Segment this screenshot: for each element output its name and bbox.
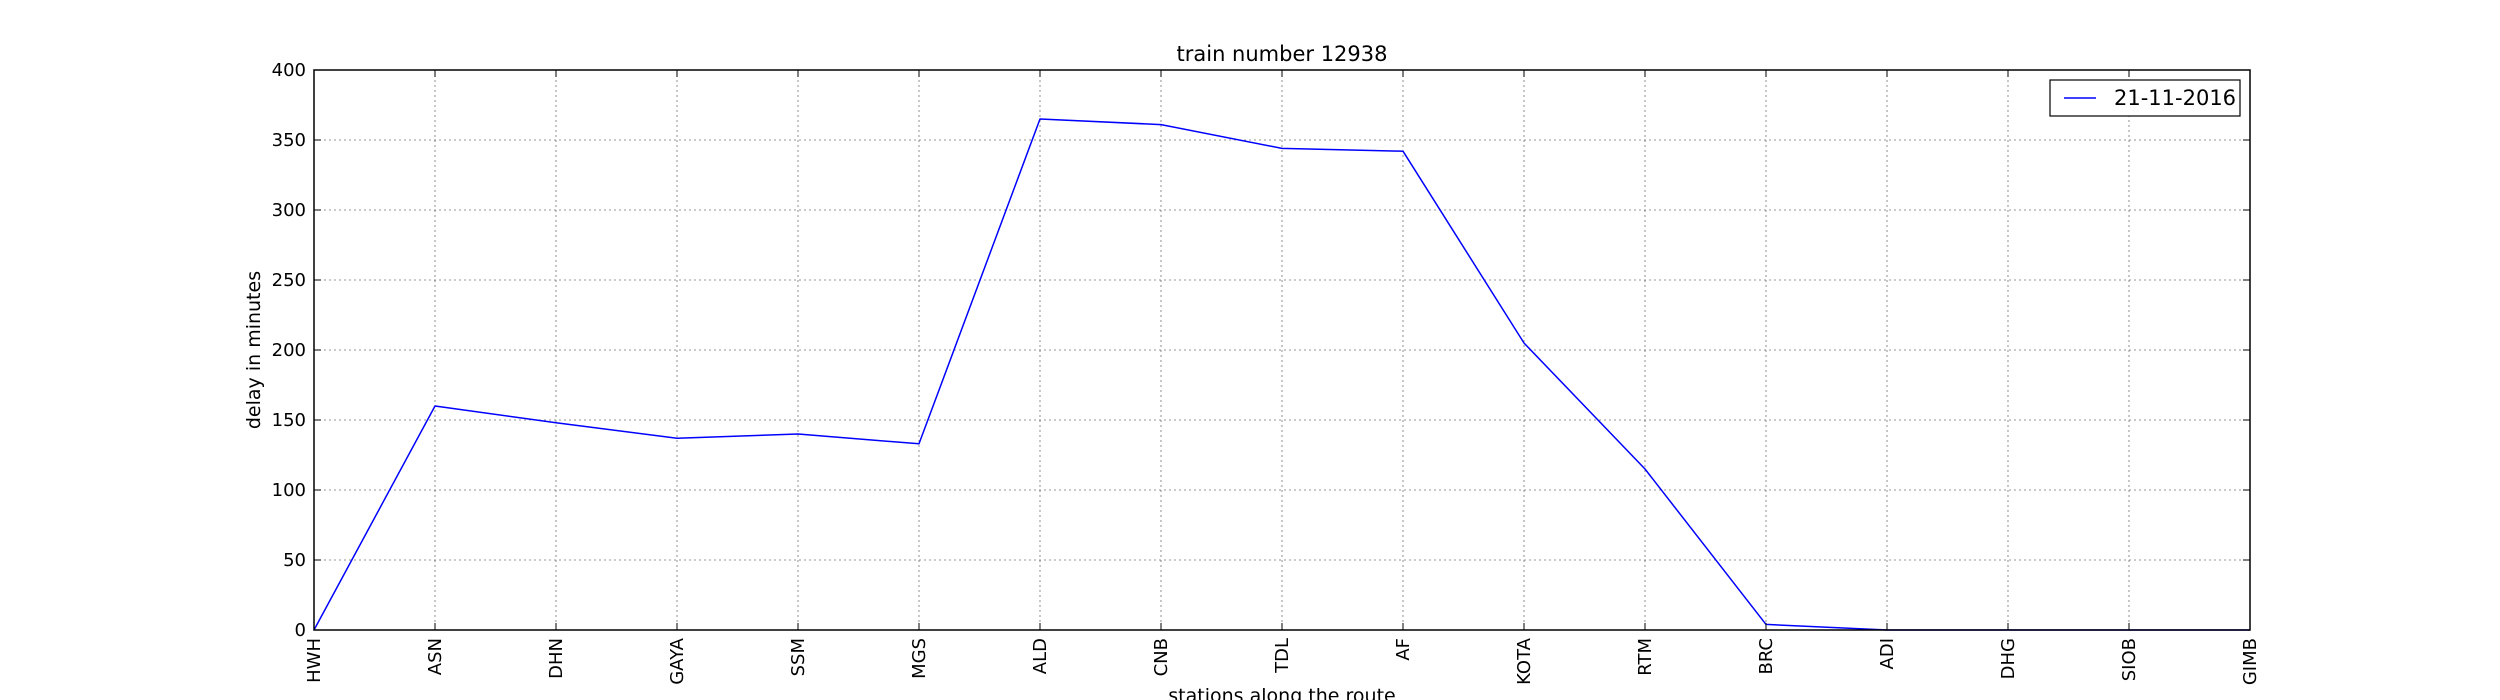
x-tick-label: RTM: [1635, 638, 1656, 676]
y-tick-label: 250: [272, 270, 306, 291]
legend-label: 21-11-2016: [2114, 86, 2236, 110]
y-tick-label: 400: [272, 60, 306, 81]
x-tick-label: KOTA: [1514, 637, 1535, 685]
x-tick-label: MGS: [909, 638, 930, 679]
y-tick-label: 200: [272, 340, 306, 361]
x-tick-label: TDL: [1272, 638, 1293, 674]
y-tick-label: 300: [272, 200, 306, 221]
x-tick-label: DHG: [1998, 638, 2019, 679]
x-axis-title: stations along the route: [1168, 685, 1395, 700]
x-tick-label: AF: [1393, 638, 1414, 661]
y-tick-label: 350: [272, 130, 306, 151]
y-tick-label: 50: [283, 550, 306, 571]
x-tick-label: ADI: [1877, 638, 1898, 669]
x-tick-label: ASN: [425, 638, 446, 675]
y-axis-title: delay in minutes: [243, 271, 265, 429]
y-tick-label: 0: [295, 620, 306, 641]
y-tick-label: 150: [272, 410, 306, 431]
x-tick-label: GAYA: [667, 637, 688, 684]
x-tick-label: SIOB: [2119, 638, 2140, 681]
grid-lines: [313, 69, 2251, 631]
x-tick-label: SSM: [788, 638, 809, 676]
x-tick-label: ALD: [1030, 638, 1051, 674]
legend: 21-11-2016: [2049, 79, 2241, 117]
x-tick-label: DHN: [546, 638, 567, 679]
x-tick-label: CNB: [1151, 638, 1172, 676]
tick-labels: HWH ASN DHN GAYA SSM MGS ALD CNB TDL AF KOTA RTM BRC…: [272, 60, 2261, 685]
x-tick-label: GIMB: [2240, 638, 2261, 685]
x-tick-label: BRC: [1756, 638, 1777, 675]
chart-title: train number 12938: [1177, 42, 1388, 66]
axis-ticks: [313, 69, 2251, 631]
y-tick-label: 100: [272, 480, 306, 501]
x-tick-label: HWH: [304, 638, 325, 683]
